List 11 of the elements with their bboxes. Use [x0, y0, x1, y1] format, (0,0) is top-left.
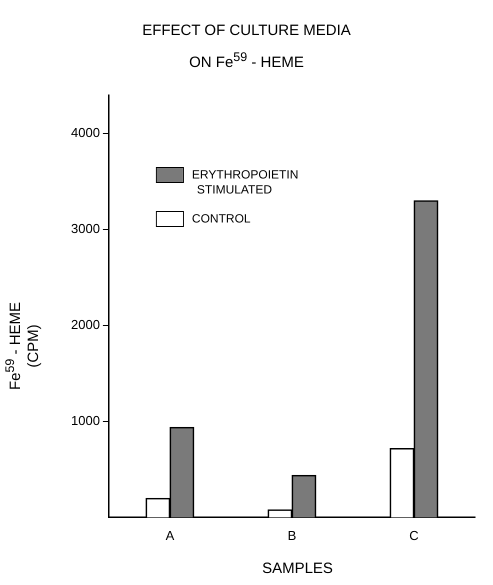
- x-tick-label: C: [409, 528, 419, 543]
- y-tick-label: 4000: [71, 124, 100, 140]
- y-tick-label: 2000: [71, 316, 100, 332]
- legend-label: ERYTHROPOIETIN STIMULATED: [192, 167, 298, 196]
- legend-label: CONTROL: [192, 211, 251, 226]
- y-tick-label: 3000: [71, 220, 100, 236]
- y-tick-label: 1000: [71, 412, 100, 428]
- chart-title: EFFECT OF CULTURE MEDIA ON Fe$^{59}$ - HEME: [141, 21, 352, 73]
- x-axis-title: SAMPLES: [261, 560, 334, 577]
- x-tick-label: A: [166, 528, 175, 543]
- x-tick-label: B: [288, 528, 296, 543]
